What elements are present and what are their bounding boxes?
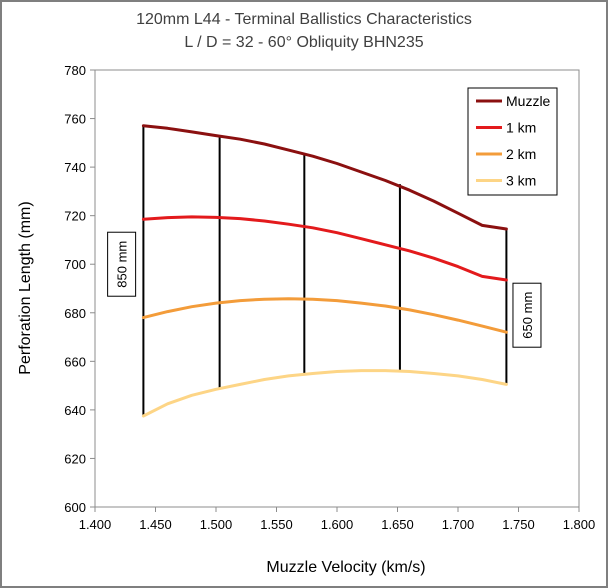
annotation-box (512, 282, 542, 348)
x-tick-label: 1.650 (381, 517, 414, 532)
y-axis: 600 620 640 660 680 700 720 740 760 780 (64, 63, 95, 515)
series-line (141, 297, 508, 334)
x-tick-label: 1.400 (79, 517, 112, 532)
y-tick-label: 720 (64, 209, 86, 224)
legend-label: 2 km (506, 146, 536, 162)
x-tick-label: 1.800 (563, 517, 596, 532)
y-tick-label: 600 (64, 500, 86, 515)
y-tick-label: 640 (64, 403, 86, 418)
annotations: 850 mm 650 mm (107, 231, 542, 348)
annotation-box (107, 231, 137, 297)
chart-title: 120mm L44 - Terminal Ballistics Characte… (136, 11, 472, 28)
x-tick-label: 1.450 (139, 517, 172, 532)
legend-box (467, 87, 558, 196)
series-lines (141, 124, 508, 418)
legend-label: 3 km (506, 173, 536, 189)
annotation-label: 850 mm (115, 241, 130, 288)
x-axis-label: Muzzle Velocity (km/s) (266, 559, 425, 576)
x-axis: 1.400 1.450 1.500 1.550 1.600 1.650 1.700 1.750… (79, 507, 596, 532)
x-tick-label: 1.750 (502, 517, 535, 532)
y-tick-label: 660 (64, 354, 86, 369)
series-line (141, 124, 508, 231)
y-tick-label: 700 (64, 257, 86, 272)
y-tick-label: 760 (64, 112, 86, 127)
y-tick-label: 680 (64, 306, 86, 321)
series-line (141, 215, 508, 282)
annotation-label: 650 mm (520, 292, 535, 339)
y-tick-label: 780 (64, 63, 86, 78)
velocity-bars (142, 125, 508, 416)
y-axis-label: Perforation Length (mm) (17, 201, 34, 374)
x-tick-label: 1.700 (442, 517, 475, 532)
chart-subtitle: L / D = 32 - 60° Obliquity BHN235 (184, 34, 424, 51)
legend-label: Muzzle (506, 93, 551, 109)
legend-label: 1 km (506, 120, 536, 136)
series-line (141, 369, 508, 418)
y-tick-label: 620 (64, 451, 86, 466)
x-tick-label: 1.500 (200, 517, 233, 532)
y-tick-label: 740 (64, 160, 86, 175)
x-tick-label: 1.600 (321, 517, 354, 532)
x-tick-label: 1.550 (260, 517, 293, 532)
legend: Muzzle 1 km 2 km 3 km (467, 87, 558, 196)
